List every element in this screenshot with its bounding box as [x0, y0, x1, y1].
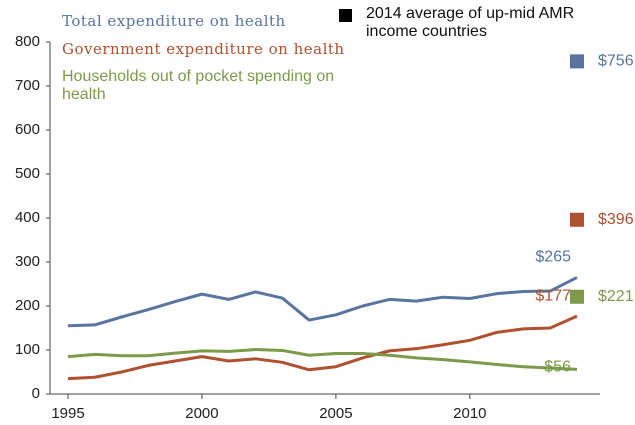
- y-tick-label: 800: [15, 33, 40, 50]
- y-tick-label: 700: [15, 77, 40, 94]
- y-tick-label: 400: [15, 209, 40, 226]
- average-marker: [570, 289, 584, 304]
- x-tick-label: 2000: [185, 405, 218, 422]
- y-tick-label: 300: [15, 253, 40, 270]
- average-label: $756: [598, 53, 634, 70]
- x-tick-label: 2010: [453, 405, 486, 422]
- average-legend-title: 2014 average of up-mid AMR income countr…: [366, 5, 575, 40]
- average-marker: [570, 212, 584, 227]
- x-tick-label: 2005: [319, 405, 352, 422]
- average-legend-marker: [339, 9, 352, 22]
- y-tick-label: 600: [15, 121, 40, 138]
- value-label: $177: [535, 287, 571, 304]
- y-tick-label: 0: [32, 385, 40, 402]
- average-label: $396: [598, 211, 634, 228]
- y-tick-label: 200: [15, 297, 40, 314]
- series-line: [67, 314, 578, 381]
- average-marker: [570, 54, 584, 69]
- y-tick-label: 100: [15, 341, 40, 358]
- legend-entry: Total expenditure on health: [62, 12, 286, 30]
- y-tick-label: 500: [15, 165, 40, 182]
- series-line: [67, 276, 578, 328]
- x-tick-label: 1995: [51, 405, 84, 422]
- series-line: [67, 348, 578, 371]
- value-label: $265: [535, 249, 571, 266]
- value-label: $56: [544, 359, 571, 376]
- legend-entry: Households out of pocket spending on hea…: [62, 68, 335, 103]
- average-label: $221: [598, 288, 634, 305]
- legend-entry: Government expenditure on health: [62, 40, 345, 58]
